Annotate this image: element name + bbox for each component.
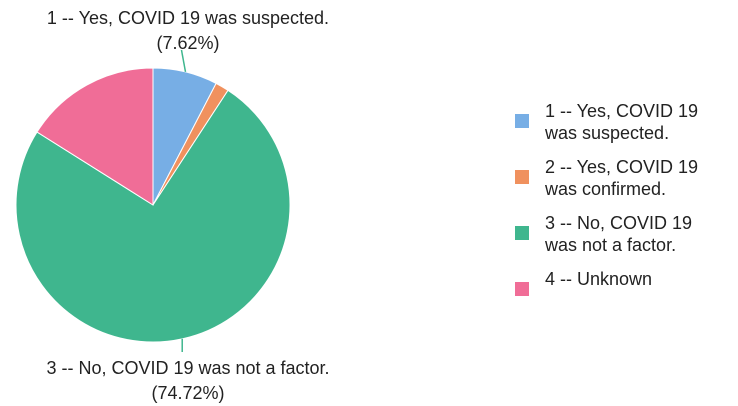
legend-swatch <box>515 170 529 184</box>
legend-label: 1 -- Yes, COVID 19 was suspected. <box>545 101 699 143</box>
slice-label: 3 -- No, COVID 19 was not a factor. <box>46 358 329 378</box>
legend-item: 2 -- Yes, COVID 19 was confirmed. <box>515 156 715 200</box>
legend-item: 3 -- No, COVID 19 was not a factor. <box>515 212 715 256</box>
chart: 1 -- Yes, COVID 19 was suspected. (7.62%)… <box>15 8 330 403</box>
slice-value-label: (74.72%) <box>151 383 224 403</box>
legend: 1 -- Yes, COVID 19 was suspected. 2 -- Ye… <box>515 100 715 308</box>
legend-swatch <box>515 226 529 240</box>
legend-item: 4 -- Unknown <box>515 268 715 296</box>
pie-slice <box>36 67 154 206</box>
legend-swatch <box>515 114 529 128</box>
legend-label: 2 -- Yes, COVID 19 was confirmed. <box>545 157 699 199</box>
legend-item: 1 -- Yes, COVID 19 was suspected. <box>515 100 715 144</box>
legend-swatch <box>515 282 529 296</box>
leader-line <box>180 49 187 73</box>
slice-value-label: (7.62%) <box>156 33 219 53</box>
legend-label: 3 -- No, COVID 19 was not a factor. <box>545 213 693 255</box>
legend-label: 4 -- Unknown <box>545 269 653 289</box>
slice-label: 1 -- Yes, COVID 19 was suspected. <box>47 8 329 28</box>
